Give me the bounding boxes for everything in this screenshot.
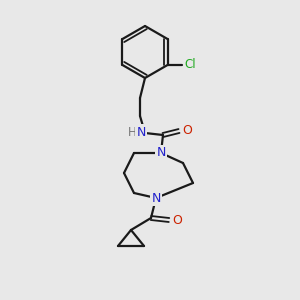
Text: O: O — [172, 214, 182, 226]
Text: N: N — [151, 191, 161, 205]
Text: N: N — [156, 146, 166, 160]
Text: O: O — [182, 124, 192, 137]
Text: N: N — [136, 125, 146, 139]
Text: N: N — [156, 146, 166, 160]
Text: H: H — [128, 125, 136, 139]
Text: Cl: Cl — [185, 58, 196, 71]
